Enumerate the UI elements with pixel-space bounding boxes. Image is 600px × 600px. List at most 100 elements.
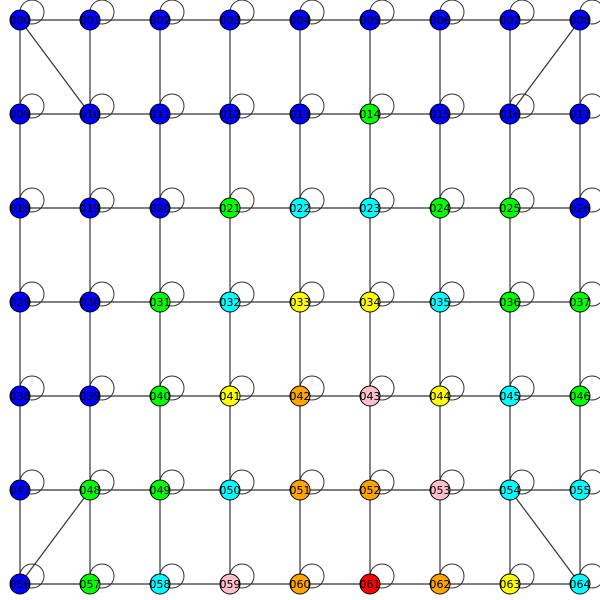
node-025[interactable]: 025 xyxy=(499,197,521,219)
node-034[interactable]: 034 xyxy=(359,291,381,313)
node-006[interactable]: 006 xyxy=(429,9,451,31)
node-circle-063[interactable] xyxy=(499,573,521,595)
node-013[interactable]: 013 xyxy=(289,103,311,125)
node-circle-058[interactable] xyxy=(149,573,171,595)
node-circle-023[interactable] xyxy=(359,197,381,219)
node-023[interactable]: 023 xyxy=(359,197,381,219)
node-circle-059[interactable] xyxy=(219,573,241,595)
node-circle-020[interactable] xyxy=(149,197,171,219)
node-circle-017[interactable] xyxy=(569,103,591,125)
node-circle-035[interactable] xyxy=(429,291,451,313)
node-021[interactable]: 021 xyxy=(219,197,241,219)
node-circle-053[interactable] xyxy=(429,479,451,501)
node-circle-000[interactable] xyxy=(9,9,31,31)
node-circle-010[interactable] xyxy=(79,103,101,125)
node-circle-048[interactable] xyxy=(79,479,101,501)
node-060[interactable]: 060 xyxy=(289,573,311,595)
node-circle-012[interactable] xyxy=(219,103,241,125)
node-circle-008[interactable] xyxy=(569,9,591,31)
node-circle-003[interactable] xyxy=(219,9,241,31)
node-010[interactable]: 010 xyxy=(79,103,101,125)
node-039[interactable]: 039 xyxy=(79,385,101,407)
node-circle-055[interactable] xyxy=(569,479,591,501)
node-044[interactable]: 044 xyxy=(429,385,451,407)
node-035[interactable]: 035 xyxy=(429,291,451,313)
node-056[interactable]: 056 xyxy=(9,573,31,595)
node-033[interactable]: 033 xyxy=(289,291,311,313)
node-012[interactable]: 012 xyxy=(219,103,241,125)
node-042[interactable]: 042 xyxy=(289,385,311,407)
node-005[interactable]: 005 xyxy=(359,9,381,31)
node-058[interactable]: 058 xyxy=(149,573,171,595)
node-circle-019[interactable] xyxy=(79,197,101,219)
node-017[interactable]: 017 xyxy=(569,103,591,125)
node-circle-045[interactable] xyxy=(499,385,521,407)
node-018[interactable]: 018 xyxy=(9,197,31,219)
node-003[interactable]: 003 xyxy=(219,9,241,31)
node-054[interactable]: 054 xyxy=(499,479,521,501)
node-032[interactable]: 032 xyxy=(219,291,241,313)
node-circle-029[interactable] xyxy=(9,291,31,313)
node-001[interactable]: 001 xyxy=(79,9,101,31)
node-063[interactable]: 063 xyxy=(499,573,521,595)
node-circle-034[interactable] xyxy=(359,291,381,313)
node-030[interactable]: 030 xyxy=(79,291,101,313)
node-circle-021[interactable] xyxy=(219,197,241,219)
node-062[interactable]: 062 xyxy=(429,573,451,595)
node-circle-037[interactable] xyxy=(569,291,591,313)
node-053[interactable]: 053 xyxy=(429,479,451,501)
node-031[interactable]: 031 xyxy=(149,291,171,313)
node-029[interactable]: 029 xyxy=(9,291,31,313)
node-circle-022[interactable] xyxy=(289,197,311,219)
node-circle-042[interactable] xyxy=(289,385,311,407)
node-004[interactable]: 004 xyxy=(289,9,311,31)
node-055[interactable]: 055 xyxy=(569,479,591,501)
node-041[interactable]: 041 xyxy=(219,385,241,407)
node-000[interactable]: 000 xyxy=(9,9,31,31)
node-036[interactable]: 036 xyxy=(499,291,521,313)
node-circle-046[interactable] xyxy=(569,385,591,407)
node-circle-026[interactable] xyxy=(569,197,591,219)
node-circle-013[interactable] xyxy=(289,103,311,125)
node-048[interactable]: 048 xyxy=(79,479,101,501)
node-circle-006[interactable] xyxy=(429,9,451,31)
node-circle-005[interactable] xyxy=(359,9,381,31)
node-046[interactable]: 046 xyxy=(569,385,591,407)
node-circle-014[interactable] xyxy=(359,103,381,125)
node-circle-030[interactable] xyxy=(79,291,101,313)
node-circle-054[interactable] xyxy=(499,479,521,501)
node-circle-044[interactable] xyxy=(429,385,451,407)
node-057[interactable]: 057 xyxy=(79,573,101,595)
node-038[interactable]: 038 xyxy=(9,385,31,407)
node-circle-056[interactable] xyxy=(9,573,31,595)
node-008[interactable]: 008 xyxy=(569,9,591,31)
node-circle-064[interactable] xyxy=(569,573,591,595)
node-circle-040[interactable] xyxy=(149,385,171,407)
node-019[interactable]: 019 xyxy=(79,197,101,219)
node-009[interactable]: 009 xyxy=(9,103,31,125)
node-circle-018[interactable] xyxy=(9,197,31,219)
node-064[interactable]: 064 xyxy=(569,573,591,595)
node-circle-052[interactable] xyxy=(359,479,381,501)
node-circle-007[interactable] xyxy=(499,9,521,31)
node-040[interactable]: 040 xyxy=(149,385,171,407)
node-circle-033[interactable] xyxy=(289,291,311,313)
node-circle-024[interactable] xyxy=(429,197,451,219)
node-015[interactable]: 015 xyxy=(429,103,451,125)
node-circle-049[interactable] xyxy=(149,479,171,501)
node-014[interactable]: 014 xyxy=(359,103,381,125)
node-002[interactable]: 002 xyxy=(149,9,171,31)
node-circle-043[interactable] xyxy=(359,385,381,407)
node-020[interactable]: 020 xyxy=(149,197,171,219)
node-045[interactable]: 045 xyxy=(499,385,521,407)
node-circle-016[interactable] xyxy=(499,103,521,125)
node-circle-047[interactable] xyxy=(9,479,31,501)
node-051[interactable]: 051 xyxy=(289,479,311,501)
node-061[interactable]: 061 xyxy=(359,573,381,595)
node-007[interactable]: 007 xyxy=(499,9,521,31)
node-circle-011[interactable] xyxy=(149,103,171,125)
node-circle-050[interactable] xyxy=(219,479,241,501)
node-circle-009[interactable] xyxy=(9,103,31,125)
node-circle-025[interactable] xyxy=(499,197,521,219)
node-circle-032[interactable] xyxy=(219,291,241,313)
